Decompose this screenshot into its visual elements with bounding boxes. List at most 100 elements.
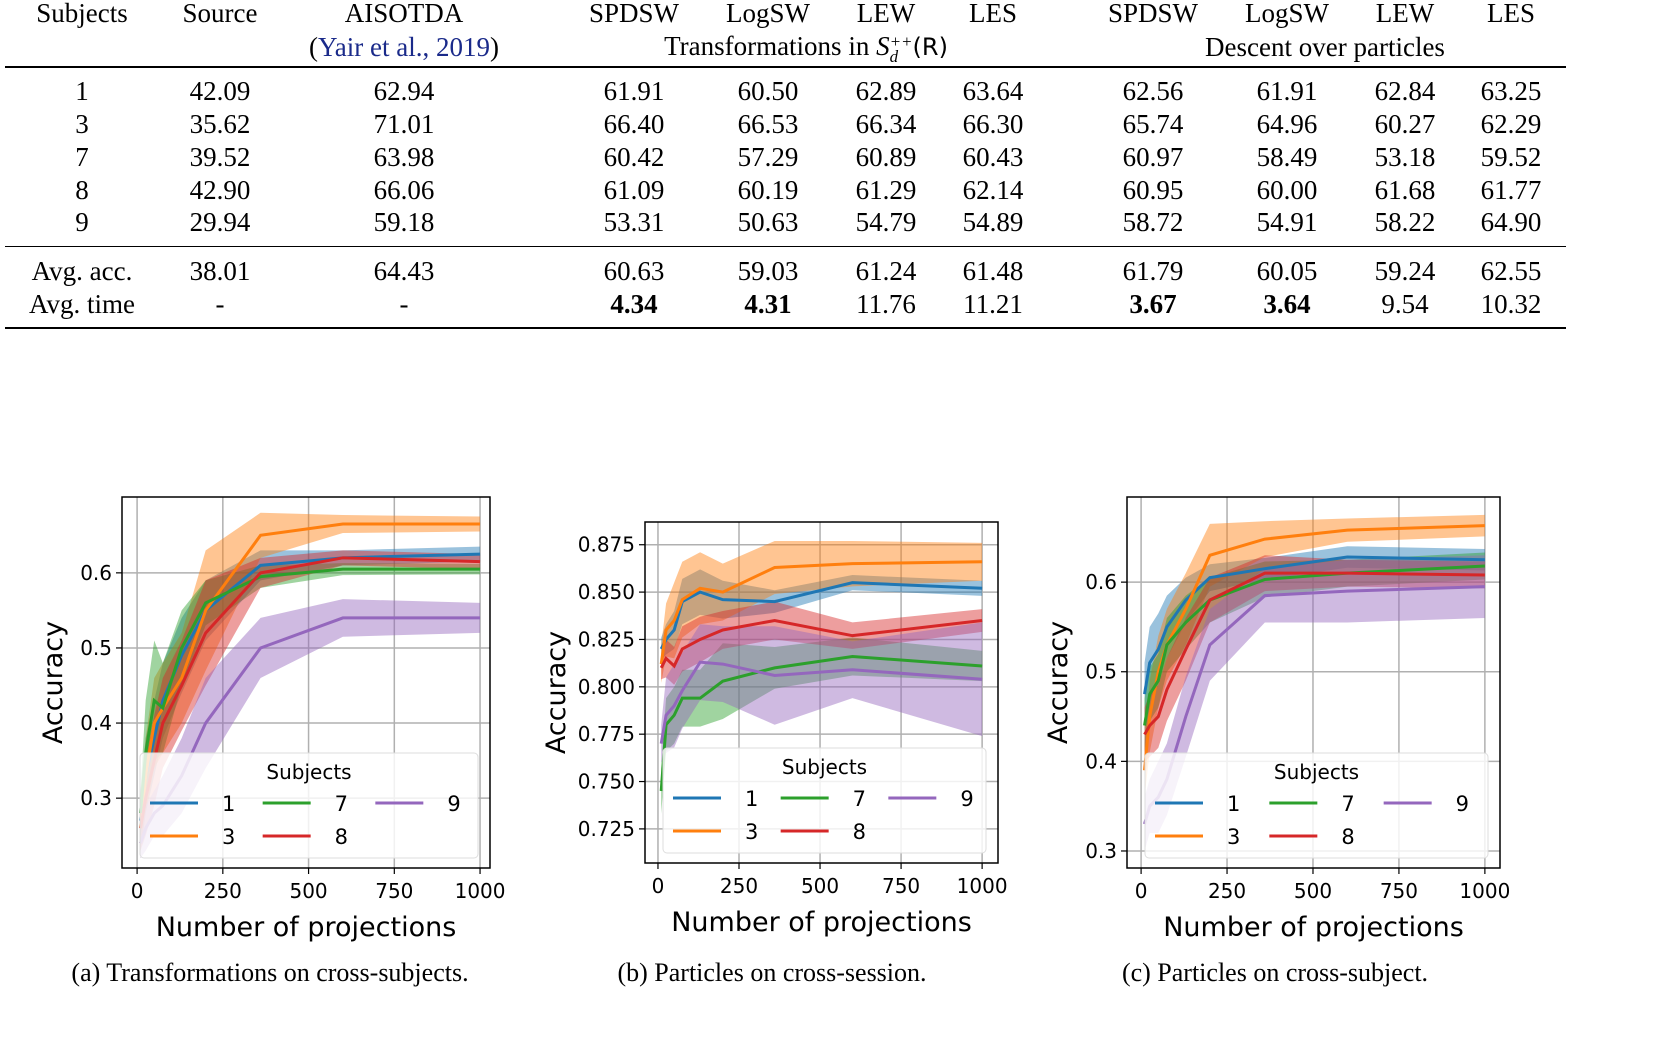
table-cell: 62.29 xyxy=(1480,109,1542,139)
y-tick-label: 0.850 xyxy=(578,580,635,604)
row-subject: 9 xyxy=(75,207,89,237)
table-cell: 60.27 xyxy=(1374,109,1436,139)
x-tick-label: 500 xyxy=(801,874,839,898)
x-axis-label: Number of projections xyxy=(1163,912,1464,943)
x-axis-label: Number of projections xyxy=(156,912,457,943)
series-1-band xyxy=(661,569,983,661)
series-3-band xyxy=(140,512,481,851)
table-cell: 66.06 xyxy=(373,175,435,205)
table-cell: 59.18 xyxy=(373,207,435,237)
y-axis-label: Accuracy xyxy=(541,631,572,754)
table-cell: 62.14 xyxy=(962,175,1024,205)
table-cell: 64.90 xyxy=(1480,207,1542,237)
series-8-band xyxy=(140,550,481,851)
header-rule xyxy=(5,66,1566,68)
table-cell: 66.53 xyxy=(737,109,799,139)
legend-title: Subjects xyxy=(1274,760,1359,784)
plot-frame xyxy=(121,496,491,869)
table-cell: 64.96 xyxy=(1256,109,1318,139)
table-cell: 35.62 xyxy=(189,109,251,139)
x-tick-label: 1000 xyxy=(957,874,1008,898)
x-tick-label: 1000 xyxy=(455,879,506,903)
legend-label-8: 8 xyxy=(335,825,348,849)
plot-frame xyxy=(644,521,999,864)
legend-title: Subjects xyxy=(266,760,351,784)
x-tick-label: 0 xyxy=(652,874,665,898)
table-cell: 66.40 xyxy=(603,109,665,139)
table-cell: 58.49 xyxy=(1256,142,1318,172)
legend-label-9: 9 xyxy=(1456,792,1469,816)
summary-cell: 61.24 xyxy=(855,256,917,286)
legend-label-3: 3 xyxy=(745,820,758,844)
legend-label-7: 7 xyxy=(853,787,866,811)
table-cell: 58.72 xyxy=(1122,207,1184,237)
table-cell: 42.90 xyxy=(189,175,251,205)
table-cell: 66.30 xyxy=(962,109,1024,139)
table-cell: 61.68 xyxy=(1374,175,1436,205)
column-header: SPDSW xyxy=(588,0,680,28)
y-tick-label: 0.3 xyxy=(80,786,112,810)
y-axis-label: Accuracy xyxy=(1043,621,1074,744)
summary-cell: 62.55 xyxy=(1480,256,1542,286)
legend-label-7: 7 xyxy=(335,792,348,816)
table-cell: 54.89 xyxy=(962,207,1024,237)
series-7-band xyxy=(661,637,983,814)
legend-box xyxy=(139,752,479,859)
summary-cell: 64.43 xyxy=(373,256,435,286)
x-tick-label: 750 xyxy=(375,879,413,903)
y-tick-label: 0.725 xyxy=(578,817,635,841)
series-9-band xyxy=(140,599,481,859)
mid-rule xyxy=(5,246,1566,247)
group-header-transformations: Transformations in S ++ d (R) xyxy=(664,31,948,66)
summary-cell: 4.31 xyxy=(744,289,792,319)
legend-label-9: 9 xyxy=(447,792,460,816)
column-header: LES xyxy=(968,0,1018,28)
table-cell: 62.84 xyxy=(1374,76,1436,106)
legend-label-9: 9 xyxy=(960,787,973,811)
table-cell: 60.89 xyxy=(855,142,917,172)
summary-cell: 11.21 xyxy=(963,289,1023,319)
y-tick-label: 0.6 xyxy=(80,561,112,585)
legend-label-3: 3 xyxy=(1227,825,1240,849)
series-7-band xyxy=(1144,552,1485,753)
column-header: LogSW xyxy=(1245,0,1329,28)
y-tick-label: 0.4 xyxy=(1085,749,1117,773)
legend-label-1: 1 xyxy=(745,787,758,811)
chart-3: 0 250 500 750 1000 0.3 0.4 0.5 0.6 Subjects 1 3 7 8 9 N… xyxy=(1043,496,1510,943)
table-cell: 62.89 xyxy=(855,76,917,106)
column-header: Subjects xyxy=(36,0,128,28)
table-cell: 57.29 xyxy=(737,142,799,172)
table-cell: 39.52 xyxy=(189,142,251,172)
table-cell: 59.52 xyxy=(1480,142,1542,172)
y-tick-label: 0.5 xyxy=(80,636,112,660)
x-tick-label: 250 xyxy=(204,879,242,903)
table-cell: 60.97 xyxy=(1122,142,1184,172)
table-cell: 63.64 xyxy=(962,76,1024,106)
x-tick-label: 750 xyxy=(882,874,920,898)
y-tick-label: 0.800 xyxy=(578,675,635,699)
table-cell: 66.34 xyxy=(855,109,917,139)
legend-label-3: 3 xyxy=(222,825,235,849)
summary-cell: 38.01 xyxy=(189,256,251,286)
row-subject: 3 xyxy=(75,109,89,139)
legend: Subjects 1 3 7 8 9 xyxy=(662,747,987,854)
y-tick-label: 0.750 xyxy=(578,770,635,794)
summary-cell: 59.24 xyxy=(1374,256,1436,286)
summary-cell: 9.54 xyxy=(1381,289,1429,319)
table-cell: 29.94 xyxy=(189,207,251,237)
plot-frame xyxy=(1126,496,1501,869)
summary-cell: 61.79 xyxy=(1122,256,1184,286)
series-1-band xyxy=(1144,546,1485,726)
citation-link[interactable]: Yair et al., 2019 xyxy=(318,32,490,62)
table-cell: 53.31 xyxy=(603,207,665,237)
series-9-band xyxy=(661,622,983,763)
series-8-band xyxy=(1144,555,1485,762)
bottom-rule xyxy=(5,327,1566,329)
row-subject: 8 xyxy=(75,175,89,205)
y-tick-label: 0.775 xyxy=(578,722,635,746)
column-header: LEW xyxy=(1375,0,1435,28)
table-cell: 61.09 xyxy=(603,175,665,205)
summary-cell: 3.64 xyxy=(1263,289,1311,319)
column-header: LEW xyxy=(856,0,916,28)
table-cell: 61.29 xyxy=(855,175,917,205)
